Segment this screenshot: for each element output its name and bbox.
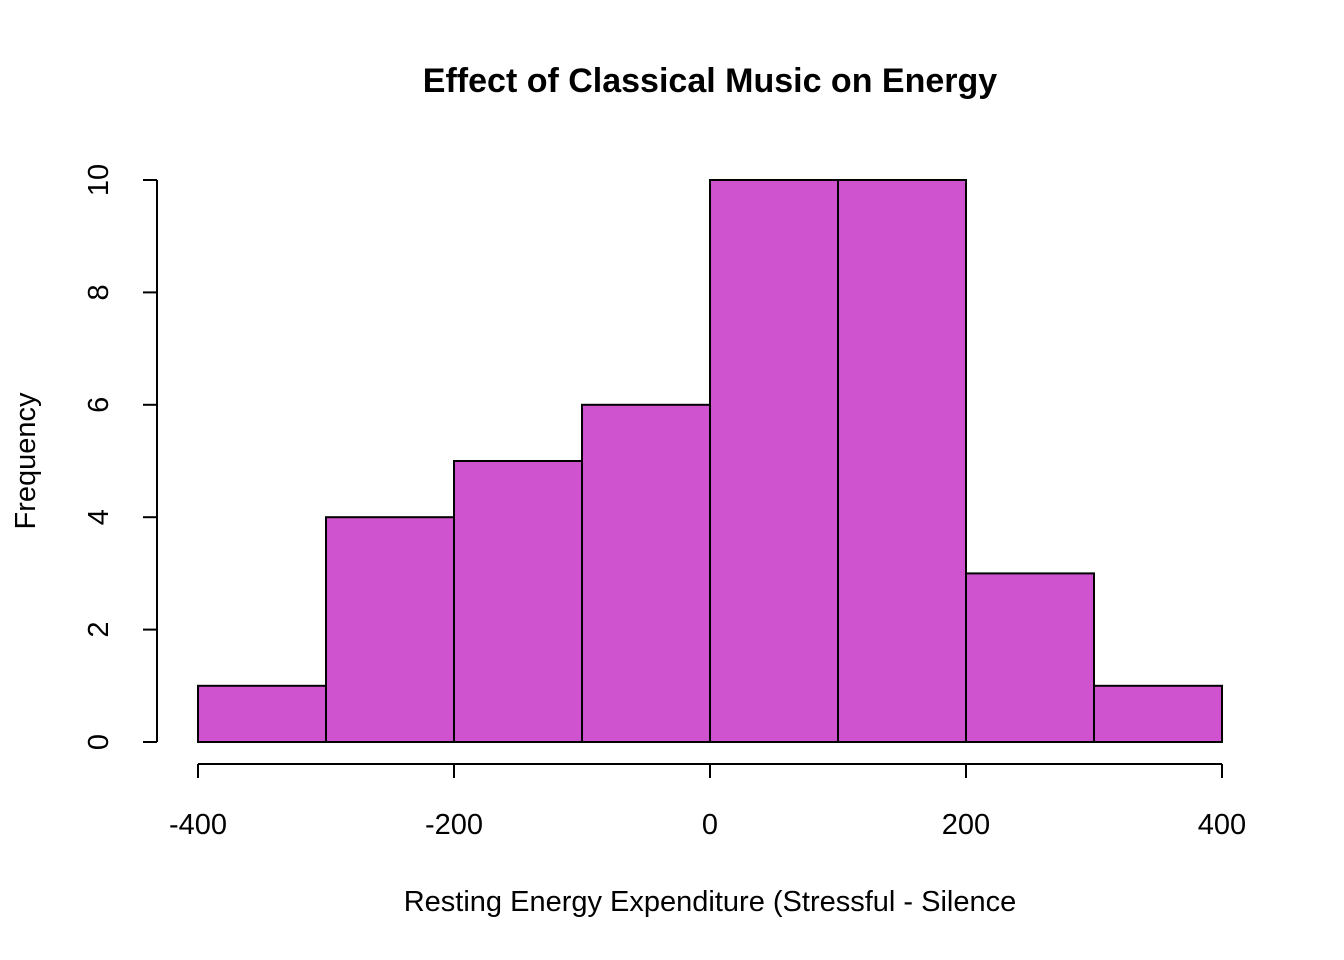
y-tick-label-10: 10: [83, 164, 115, 196]
x-tick-label-400: 400: [1198, 809, 1246, 841]
x-tick-label--400: -400: [169, 809, 227, 841]
y-tick-label-4: 4: [83, 509, 115, 525]
histogram-bar-4: [581, 403, 711, 743]
x-tick-label-200: 200: [942, 809, 990, 841]
y-tick-label-0: 0: [83, 734, 115, 750]
y-tick-label-8: 8: [83, 284, 115, 300]
histogram-bar-5: [709, 179, 839, 743]
y-axis: 0 2 4 6 8 10: [83, 164, 158, 750]
histogram-bar-1: [197, 684, 327, 743]
x-tick-label-0: 0: [702, 809, 718, 841]
histogram-bar-8: [1093, 684, 1223, 743]
y-tick-label-6: 6: [83, 397, 115, 413]
histogram-bar-2: [325, 516, 455, 744]
y-tick-label-2: 2: [83, 622, 115, 638]
x-axis-label: Resting Energy Expenditure (Stressful - …: [404, 886, 1017, 918]
chart-title: Effect of Classical Music on Energy: [423, 62, 997, 100]
histogram-bar-6: [837, 179, 967, 743]
x-axis: -400 -200 0 200 400: [169, 763, 1246, 841]
x-tick-label--200: -200: [425, 809, 483, 841]
y-axis-label: Frequency: [10, 392, 42, 530]
bars-group: [197, 179, 1223, 744]
histogram-bar-3: [453, 460, 583, 743]
histogram-bar-7: [965, 572, 1095, 744]
